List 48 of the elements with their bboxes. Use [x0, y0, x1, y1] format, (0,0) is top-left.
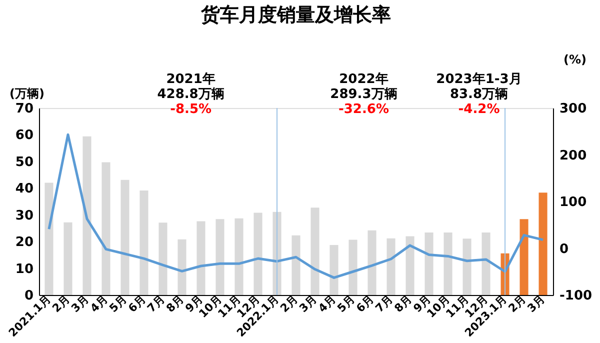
- y-tick-label: 70: [15, 102, 34, 116]
- y-tick-label: 20: [15, 235, 34, 250]
- bar: [196, 221, 206, 295]
- bar: [120, 180, 130, 295]
- text: 2021年 428.8万辆: [157, 72, 224, 102]
- y-tick-label: 40: [15, 182, 34, 197]
- line-series: [48, 133, 544, 279]
- bar: [444, 232, 452, 295]
- bar: [82, 136, 92, 295]
- bar: [348, 240, 358, 295]
- y2-tick-label: 300: [560, 102, 587, 116]
- bar: [292, 235, 300, 295]
- y-tick-label: 0: [24, 288, 34, 304]
- y2-tick-label: 100: [560, 195, 587, 210]
- text: 2022年 289.3万辆: [330, 72, 398, 102]
- bar: [140, 190, 148, 295]
- bar: [44, 182, 54, 295]
- bar: [538, 192, 548, 295]
- annotation: -8.5%: [170, 102, 212, 117]
- bar: [102, 162, 110, 295]
- y-tick-label: 60: [15, 128, 34, 144]
- y-tick-label: 30: [15, 208, 34, 224]
- bar: [330, 245, 338, 295]
- bar: [310, 208, 320, 295]
- y-tick-label: 50: [15, 154, 34, 170]
- bar: [254, 212, 262, 295]
- chart-title: 货车月度销量及增长率: [200, 4, 391, 26]
- bar: [158, 222, 168, 295]
- annotation: -4.2%: [458, 102, 500, 117]
- text: 2023年1-3月 83.8万辆: [436, 72, 522, 102]
- y2-axis-title: (%): [564, 52, 586, 66]
- y2-tick-label: 200: [560, 148, 587, 164]
- bar: [386, 238, 396, 295]
- bar: [64, 222, 72, 295]
- bar: [406, 236, 414, 295]
- y-axis-title: (万辆): [10, 86, 44, 100]
- bar: [178, 239, 186, 295]
- y2-tick-label: 0: [560, 242, 569, 257]
- bar: [462, 238, 472, 295]
- y2-tick-label: -100: [560, 288, 592, 304]
- y-tick-label: 10: [15, 262, 34, 277]
- bar: [234, 218, 244, 295]
- bar: [520, 219, 528, 295]
- annotation: -32.6%: [338, 102, 389, 117]
- bar: [368, 230, 376, 295]
- bar: [424, 232, 434, 295]
- bar: [482, 232, 490, 295]
- bar: [216, 219, 224, 295]
